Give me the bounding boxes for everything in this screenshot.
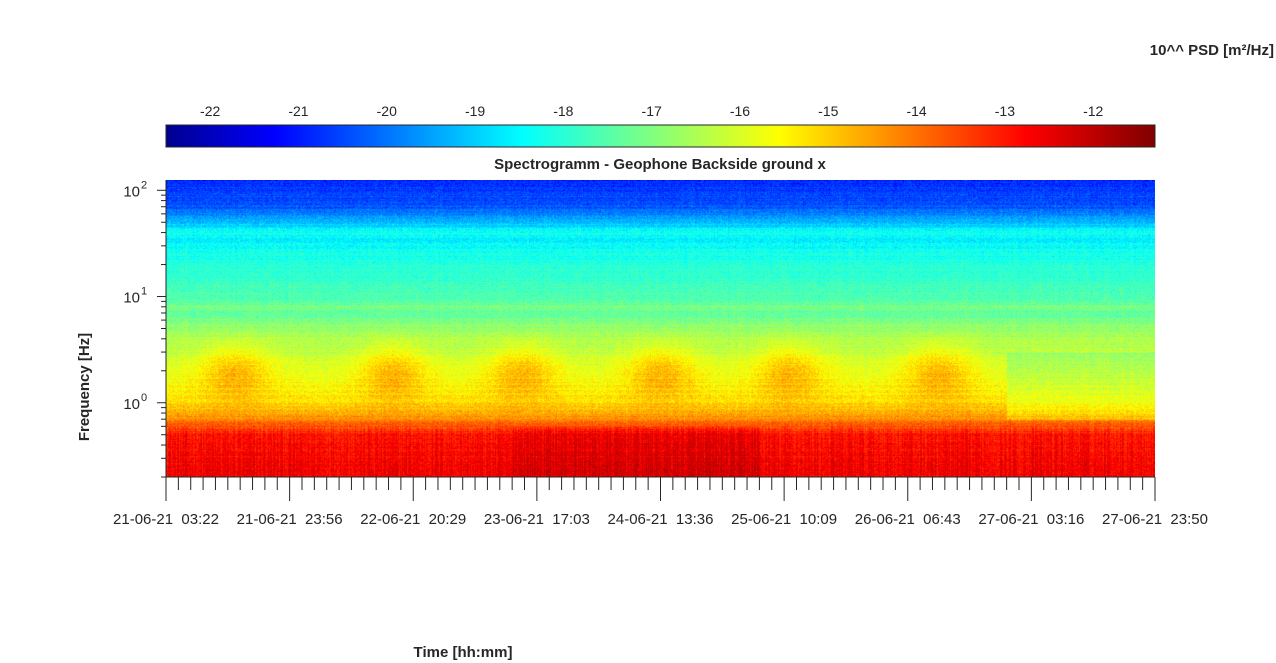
colorbar-tick-label: -19 [465,103,485,119]
x-tick-label: 27-06-21 03:16 [978,511,1084,528]
chart-title: Spectrogramm - Geophone Backside ground … [494,156,826,173]
spectrogram-heatmap [166,180,1155,477]
colorbar [165,124,1156,148]
colorbar-tick-label: -21 [288,103,308,119]
x-tick-label: 22-06-21 20:29 [360,511,466,528]
colorbar-tick-label: -16 [730,103,750,119]
y-tick-exponent: 2 [141,179,147,191]
colorbar-tick-label: -14 [906,103,926,119]
colorbar-tick-label: -20 [377,103,397,119]
x-tick-label: 21-06-21 03:22 [113,511,219,528]
y-tick-exponent: 0 [141,392,147,404]
x-tick-label: 27-06-21 23:50 [1102,511,1208,528]
colorbar-tick-label: -22 [200,103,220,119]
x-tick-label: 24-06-21 13:36 [608,511,714,528]
x-tick-label: 25-06-21 10:09 [731,511,837,528]
colorbar-tick-label: -17 [642,103,662,119]
y-tick-label: 10 [123,290,140,307]
x-axis-label: Time [hh:mm] [414,644,513,661]
x-tick-label: 26-06-21 06:43 [855,511,961,528]
y-tick-exponent: 1 [141,286,147,298]
x-tick-label: 21-06-21 23:56 [237,511,343,528]
colorbar-tick-label: -12 [1083,103,1103,119]
y-axis-label: Frequency [Hz] [76,333,93,441]
colorbar-tick-label: -13 [995,103,1015,119]
colorbar-tick-label: -18 [553,103,573,119]
y-tick-label: 10 [123,396,140,413]
colorbar-label: 10^^ PSD [m²/Hz] [1150,42,1274,59]
colorbar-tick-label: -15 [818,103,838,119]
x-tick-label: 23-06-21 17:03 [484,511,590,528]
colorbar-ticks: -22 -21 -20 -19 -18 -17 -16 -15 -14 -13 -12 [200,103,1104,129]
y-tick-label: 10 [123,183,140,200]
x-axis: 21-06-21 03:22 21-06-21 23:56 22-06-21 20:… [113,476,1208,528]
